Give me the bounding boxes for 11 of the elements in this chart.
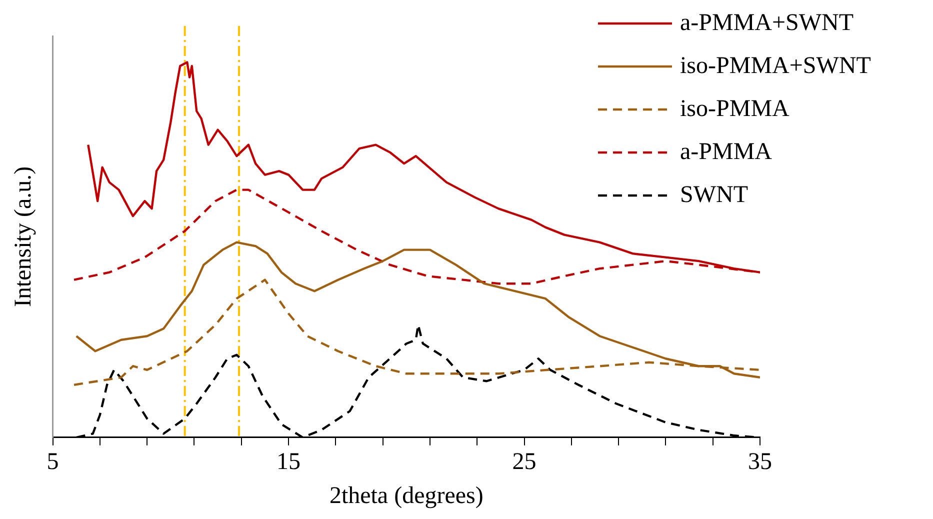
legend-label: a-PMMA+SWNT	[680, 10, 854, 36]
legend-label: iso-PMMA	[680, 96, 790, 122]
legend-label: iso-PMMA+SWNT	[680, 52, 872, 79]
legend-label: a-PMMA	[680, 138, 773, 165]
x-tick-label: 15	[276, 449, 301, 476]
y-axis-title: Intensity (a.u.)	[10, 166, 37, 308]
x-tick-label: 5	[46, 449, 59, 476]
x-tick-label: 25	[512, 449, 536, 476]
x-axis-title: 2theta (degrees)	[329, 482, 484, 509]
legend-label: SWNT	[680, 182, 748, 208]
x-tick-label: 35	[748, 449, 772, 476]
